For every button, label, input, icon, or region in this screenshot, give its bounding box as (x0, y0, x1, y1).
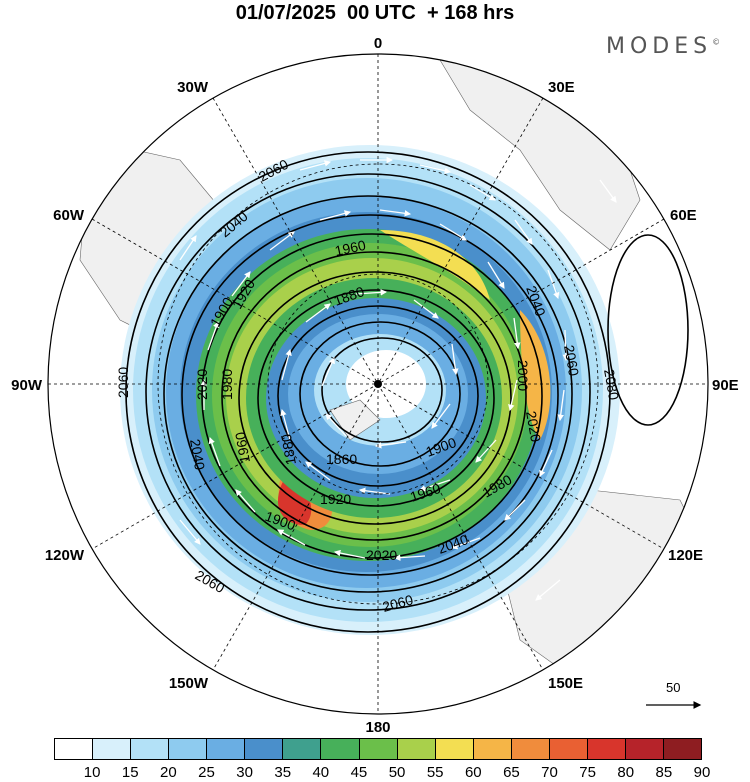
colorbar-tick-label: 35 (274, 764, 292, 781)
colorbar-segment (664, 739, 702, 759)
colorbar-segment (397, 739, 436, 759)
wind-speed-colorbar (54, 738, 702, 760)
lon-label-90e: 90E (712, 377, 739, 394)
lon-label-60w: 60W (53, 207, 85, 224)
colorbar-ticks: 10 15 20 25 30 35 40 45 50 55 60 65 70 75 80 85 90 (54, 764, 711, 782)
polar-stereographic-map: 2060 2040 1960 1900 1920 1880 1980 2020 … (11, 35, 739, 736)
colorbar-tick-label: 90 (693, 764, 711, 781)
reference-arrow-icon (646, 701, 702, 709)
colorbar-segment (55, 739, 94, 759)
colorbar-segment (245, 739, 284, 759)
colorbar-segment (435, 739, 474, 759)
colorbar-tick-label: 80 (617, 764, 635, 781)
contour-label: 1980 (219, 369, 235, 400)
contour-label: 2020 (523, 410, 544, 444)
forecast-title: 01/07/2025 00 UTC + 168 hrs (235, 2, 515, 24)
colorbar-segment (587, 739, 626, 759)
brand-logo: MODES© (606, 34, 720, 59)
contour-label: 2020 (194, 369, 210, 400)
lon-label-0: 0 (374, 35, 382, 52)
lon-label-150w: 150W (169, 675, 209, 692)
contour-label: 1920 (320, 491, 351, 507)
colorbar-segment (359, 739, 398, 759)
colorbar-segment (511, 739, 550, 759)
colorbar-segment (321, 739, 360, 759)
colorbar-tick-label: 60 (464, 764, 482, 781)
colorbar-tick-label: 15 (121, 764, 139, 781)
colorbar-segment (207, 739, 246, 759)
contour-label: 2060 (115, 367, 131, 398)
south-pole-marker (374, 380, 382, 388)
lon-label-120w: 120W (45, 547, 85, 564)
colorbar-tick-label: 75 (579, 764, 596, 781)
colorbar-tick-label: 25 (198, 764, 215, 781)
contour-label: 2000 (515, 360, 531, 391)
colorbar-segment (473, 739, 512, 759)
brand-copyright-mark: © (712, 37, 721, 47)
lon-label-150e: 150E (548, 675, 583, 692)
colorbar-tick-label: 10 (83, 764, 101, 781)
contour-label: 2040 (187, 438, 208, 472)
colorbar-segment (93, 739, 132, 759)
reference-vector-value: 50 (666, 680, 681, 695)
lon-label-90w: 90W (11, 377, 43, 394)
colorbar-tick-label: 70 (541, 764, 558, 781)
reference-vector: 50 (640, 680, 710, 710)
contour-label: 2080 (601, 368, 622, 402)
lon-label-60e: 60E (670, 207, 697, 224)
lon-label-180: 180 (365, 719, 390, 736)
map-boundary (47, 53, 709, 715)
colorbar-segment (131, 739, 170, 759)
contour-label: 1960 (232, 431, 253, 465)
contour-label: 1880 (278, 433, 299, 467)
contour-label: 2060 (561, 344, 582, 378)
lon-label-30e: 30E (548, 79, 575, 96)
colorbar-tick-label: 45 (350, 764, 368, 781)
colorbar-segment (169, 739, 208, 759)
lon-label-120e: 120E (668, 547, 703, 564)
colorbar-tick-label: 55 (426, 764, 444, 781)
brand-name: MODES (606, 34, 713, 59)
contour-label: 1860 (326, 451, 357, 467)
colorbar-tick-label: 30 (236, 764, 253, 781)
contour-label: 2020 (366, 547, 397, 563)
colorbar-tick-label: 85 (655, 764, 673, 781)
lon-label-30w: 30W (177, 79, 209, 96)
longitude-labels: 0 30E 60E 90E 120E 150E 180 150W 120W 90… (11, 35, 739, 736)
colorbar-segment (549, 739, 588, 759)
contour-label: 1960 (333, 237, 367, 259)
colorbar-tick-label: 65 (503, 764, 520, 781)
colorbar-segment (625, 739, 664, 759)
colorbar-tick-label: 40 (312, 764, 330, 781)
wind-vectors (179, 137, 617, 601)
colorbar-tick-label: 20 (160, 764, 177, 781)
colorbar-segment (283, 739, 322, 759)
colorbar-tick-label: 50 (388, 764, 406, 781)
